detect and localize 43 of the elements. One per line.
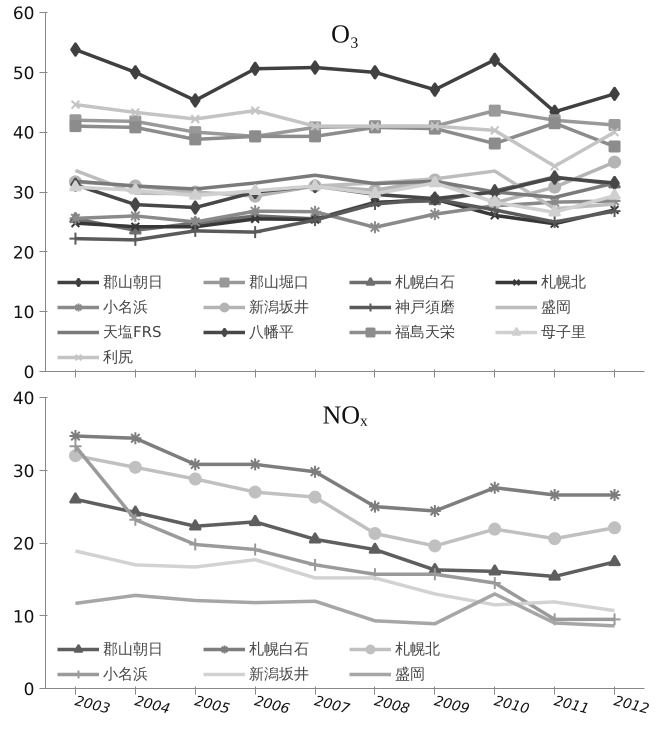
y-tick-label: 10 xyxy=(12,607,35,628)
x-tick-label: 2007 xyxy=(312,693,352,718)
legend-label: 八幡平 xyxy=(249,322,295,342)
legend-label: 新潟坂井 xyxy=(249,297,310,317)
x-tick-label: 2011 xyxy=(552,693,591,718)
legend-label: 盛岡 xyxy=(395,664,426,684)
legend-label: 札幌白石 xyxy=(249,639,310,659)
chart-title: O₃ xyxy=(331,20,359,49)
y-tick-label: 60 xyxy=(12,4,35,24)
y-tick-label: 0 xyxy=(24,680,35,700)
legend-label: 郡山朝日 xyxy=(103,639,164,659)
legend-label: 盛岡 xyxy=(541,297,572,317)
y-tick-label: 10 xyxy=(12,303,35,324)
y-tick-label: 30 xyxy=(12,184,35,204)
legend-label: 神戸須磨 xyxy=(395,297,456,317)
legend-label: 天塩FRS xyxy=(103,322,163,342)
x-tick-label: 2012 xyxy=(612,693,651,718)
legend-label: 札幌白石 xyxy=(395,272,456,292)
legend-label: 郡山堀口 xyxy=(249,272,310,292)
x-tick-label: 2010 xyxy=(492,693,531,718)
legend-label: 福島天栄 xyxy=(395,322,456,342)
x-tick-label: 2009 xyxy=(432,693,472,718)
x-tick-label: 2008 xyxy=(372,693,412,718)
y-tick-label: 30 xyxy=(12,462,35,482)
y-tick-label: 50 xyxy=(12,64,35,84)
legend-label: 新潟坂井 xyxy=(249,664,310,684)
legend-label: 小名浜 xyxy=(103,664,149,684)
x-tick-label: 2004 xyxy=(133,693,172,718)
y-tick-label: 40 xyxy=(12,124,35,144)
chart-title: NOₓ xyxy=(322,400,368,430)
y-tick-label: 40 xyxy=(12,389,35,409)
x-tick-label: 2003 xyxy=(73,693,112,718)
y-tick-label: 20 xyxy=(12,243,35,264)
legend-label: 郡山朝日 xyxy=(103,272,164,292)
x-tick-label: 2005 xyxy=(192,693,232,718)
legend-label: 小名浜 xyxy=(103,297,149,317)
legend-label: 札幌北 xyxy=(395,639,441,659)
x-tick-label: 2006 xyxy=(252,693,292,718)
legend-label: 利尻 xyxy=(103,347,134,367)
legend-label: 札幌北 xyxy=(541,272,587,292)
y-tick-label: 20 xyxy=(12,534,35,554)
y-tick-label: 0 xyxy=(24,363,35,383)
legend-label: 母子里 xyxy=(541,322,587,342)
